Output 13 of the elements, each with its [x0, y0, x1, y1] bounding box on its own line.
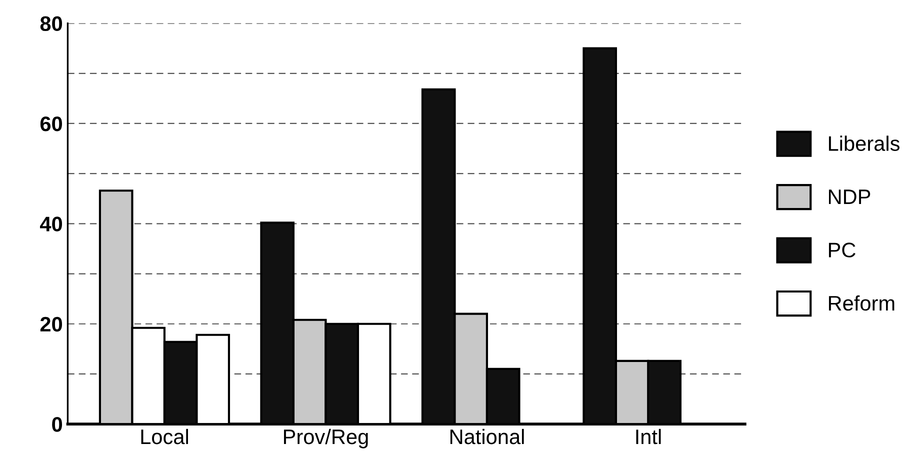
- legend-label: Liberals: [828, 136, 900, 151]
- x-tick-label: Intl: [636, 428, 661, 444]
- legend-label: Reform: [828, 295, 894, 311]
- x-tick-label: National: [450, 428, 524, 444]
- y-tick-label: 20: [40, 316, 62, 332]
- y-tick-label: 80: [40, 16, 62, 32]
- y-tick-label: 0: [52, 417, 62, 432]
- x-tick-label: Local: [141, 428, 188, 444]
- x-tick-label: Prov/Reg: [284, 428, 368, 448]
- y-tick-label: 60: [40, 116, 62, 132]
- legend-label: NDP: [828, 190, 870, 204]
- legend-label: PC: [828, 242, 856, 258]
- y-tick-label: 40: [40, 216, 62, 232]
